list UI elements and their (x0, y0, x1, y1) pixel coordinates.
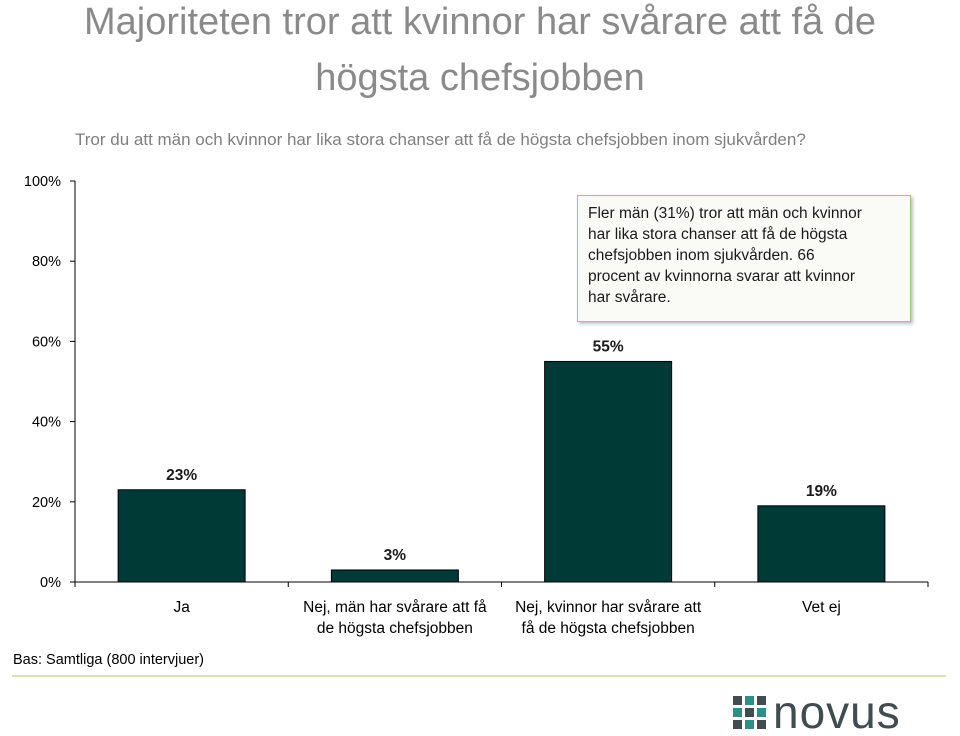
y-tick-label: 20% (32, 495, 61, 511)
annotation-box: Fler män (31%) tror att män och kvinnor … (577, 195, 911, 322)
chart-title: Majoriteten tror att kvinnor har svårare… (0, 0, 960, 106)
logo-mark-icon (733, 696, 766, 729)
data-label: 55% (593, 338, 624, 355)
data-label: 19% (806, 483, 837, 500)
chart-title-line-1: Majoriteten tror att kvinnor har svårare… (83, 1, 877, 43)
y-tick-label: 80% (32, 254, 61, 270)
annotation-line-1: Fler män (31%) tror att män och kvinnor (588, 205, 862, 222)
category-label: de högsta chefsjobben (317, 620, 473, 637)
category-label: Nej, kvinnor har svårare att (515, 599, 702, 616)
base-note: Bas: Samtliga (800 intervjuer) (13, 652, 204, 668)
y-tick-label: 60% (32, 334, 61, 350)
bars (117, 360, 886, 583)
data-labels: 23% 3% 55% 19% (166, 338, 837, 564)
y-tick-label: 40% (32, 415, 61, 431)
bar (544, 360, 673, 583)
category-label: Ja (173, 599, 190, 616)
bar (117, 489, 246, 583)
chart-title-line-2: högsta chefsjobben (315, 57, 645, 99)
x-axis (74, 581, 929, 587)
category-label: få de högsta chefsjobben (522, 620, 695, 637)
footer-divider (12, 675, 946, 677)
annotation-line-5: har svårare. (588, 289, 671, 306)
bar-chart: 0% 20% 40% 60% 80% 100% 23% 3% 55% 19% Ja Nej, mä… (24, 174, 929, 637)
survey-question: Tror du att män och kvinnor har lika sto… (75, 130, 806, 149)
y-tick-label: 0% (40, 575, 61, 591)
y-tick-label: 100% (24, 174, 61, 190)
data-label: 23% (166, 467, 197, 484)
novus-logo: novus (733, 690, 901, 732)
data-label: 3% (384, 547, 407, 564)
category-labels: Ja Nej, män har svårare att få de högsta c… (173, 599, 840, 637)
annotation-line-2: har lika stora chanser att få de högsta (588, 226, 848, 243)
bar (330, 569, 459, 583)
logo-wordmark: novus (773, 690, 901, 732)
category-label: Nej, män har svårare att få (303, 599, 487, 616)
category-label: Vet ej (802, 599, 841, 616)
y-axis: 0% 20% 40% 60% 80% 100% (24, 174, 76, 591)
annotation-line-4: procent av kvinnorna svarar att kvinnor (588, 268, 856, 285)
annotation-line-3: chefsjobben inom sjukvården. 66 (588, 247, 815, 264)
bar (757, 505, 886, 583)
